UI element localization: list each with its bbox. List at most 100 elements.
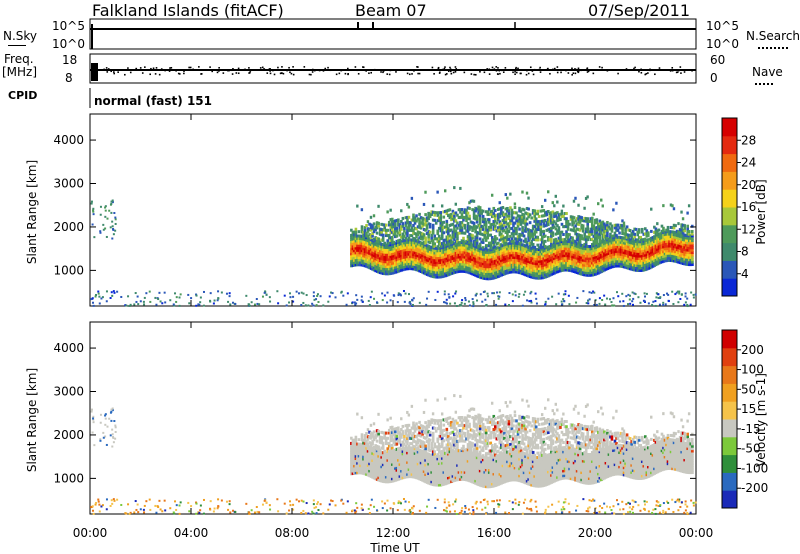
- power-pixel: [398, 259, 402, 263]
- power-pixel: [354, 232, 358, 236]
- power-pixel: [551, 265, 555, 269]
- power-pixel: [642, 261, 646, 265]
- power-pixel: [584, 244, 588, 248]
- power-pixel: [390, 262, 394, 266]
- power-pixel: [368, 227, 371, 231]
- power-pixel: [609, 237, 612, 241]
- power-pixel: [689, 253, 693, 257]
- power-pixel: [615, 262, 618, 266]
- power-pixel: [289, 292, 292, 295]
- power-pixel: [577, 222, 580, 226]
- power-pixel: [471, 250, 475, 254]
- power-pixel: [394, 224, 397, 228]
- power-pixel: [597, 259, 600, 263]
- power-pixel: [545, 246, 549, 250]
- power-pixel: [589, 259, 593, 263]
- nave-dot: [438, 72, 441, 74]
- power-pixel: [572, 246, 576, 250]
- power-pixel: [663, 235, 667, 239]
- power-pixel: [509, 246, 512, 250]
- power-pixel: [678, 239, 682, 243]
- power-pixel: [510, 208, 514, 212]
- power-pixel: [442, 241, 446, 245]
- power-pixel: [440, 253, 444, 257]
- power-pixel: [625, 259, 629, 263]
- power-pixel: [433, 244, 436, 248]
- power-pixel: [346, 292, 349, 295]
- power-pixel: [587, 302, 590, 305]
- power-pixel: [665, 256, 668, 260]
- nave-dot: [169, 67, 171, 69]
- power-pixel: [572, 243, 576, 247]
- power-pixel: [512, 263, 515, 267]
- power-pixel: [515, 253, 519, 257]
- nsky-tick-bottom: 10^0: [52, 37, 85, 51]
- power-pixel: [547, 255, 550, 259]
- power-pixel: [567, 294, 570, 297]
- power-pixel: [442, 250, 446, 254]
- power-pixel: [625, 256, 629, 260]
- power-pixel: [543, 245, 547, 249]
- power-pixel: [586, 259, 590, 263]
- power-pixel: [468, 268, 472, 272]
- power-pixel: [569, 264, 573, 268]
- power-pixel: [564, 290, 567, 293]
- power-pixel: [484, 277, 488, 281]
- power-pixel: [459, 231, 462, 235]
- power-pixel: [543, 275, 547, 279]
- power-pixel: [468, 217, 471, 221]
- power-pixel: [434, 275, 438, 279]
- power-pixel: [518, 249, 522, 253]
- power-pixel: [522, 253, 526, 257]
- power-pixel: [471, 270, 475, 274]
- power-pixel: [654, 260, 658, 264]
- power-pixel: [494, 275, 497, 279]
- power-pixel: [490, 241, 494, 245]
- power-pixel: [478, 270, 482, 274]
- power-pixel: [457, 223, 461, 227]
- nave-dot: [683, 71, 686, 73]
- power-pixel: [681, 250, 685, 254]
- power-pixel: [556, 270, 559, 274]
- power-pixel: [481, 271, 485, 275]
- power-pixel: [403, 262, 406, 266]
- power-pixel: [590, 227, 594, 231]
- power-pixel: [481, 269, 485, 273]
- power-pixel: [404, 221, 408, 225]
- power-pixel: [521, 248, 525, 252]
- power-pixel: [504, 247, 508, 251]
- power-pixel: [381, 269, 385, 273]
- power-pixel: [631, 253, 635, 257]
- power-pixel: [642, 256, 646, 260]
- power-pixel: [603, 249, 606, 253]
- power-pixel: [653, 249, 656, 253]
- power-pixel: [360, 295, 363, 298]
- power-pixel: [421, 237, 424, 241]
- power-pixel: [494, 237, 497, 241]
- power-pixel: [521, 252, 525, 256]
- power-pixel: [540, 252, 544, 256]
- power-pixel: [534, 230, 538, 234]
- power-pixel: [386, 269, 390, 273]
- power-pixel: [581, 268, 585, 272]
- power-pixel: [394, 219, 397, 223]
- power-pixel: [173, 304, 176, 307]
- power-pixel: [678, 253, 682, 257]
- power-pixel: [601, 228, 605, 232]
- nave-dot: [473, 73, 475, 76]
- power-pixel: [439, 249, 443, 253]
- power-pixel: [434, 249, 438, 253]
- power-pixel: [566, 225, 570, 229]
- power-pixel: [566, 249, 570, 253]
- power-pixel: [481, 267, 485, 271]
- power-pixel: [425, 263, 429, 267]
- power-pixel: [601, 240, 605, 244]
- power-pixel: [350, 254, 353, 258]
- power-pixel: [593, 221, 597, 225]
- power-pixel: [663, 254, 667, 258]
- power-pixel: [362, 256, 365, 260]
- power-pixel: [515, 229, 518, 233]
- nave-dot: [313, 69, 316, 72]
- power-pixel: [571, 223, 574, 227]
- power-pixel: [410, 218, 414, 222]
